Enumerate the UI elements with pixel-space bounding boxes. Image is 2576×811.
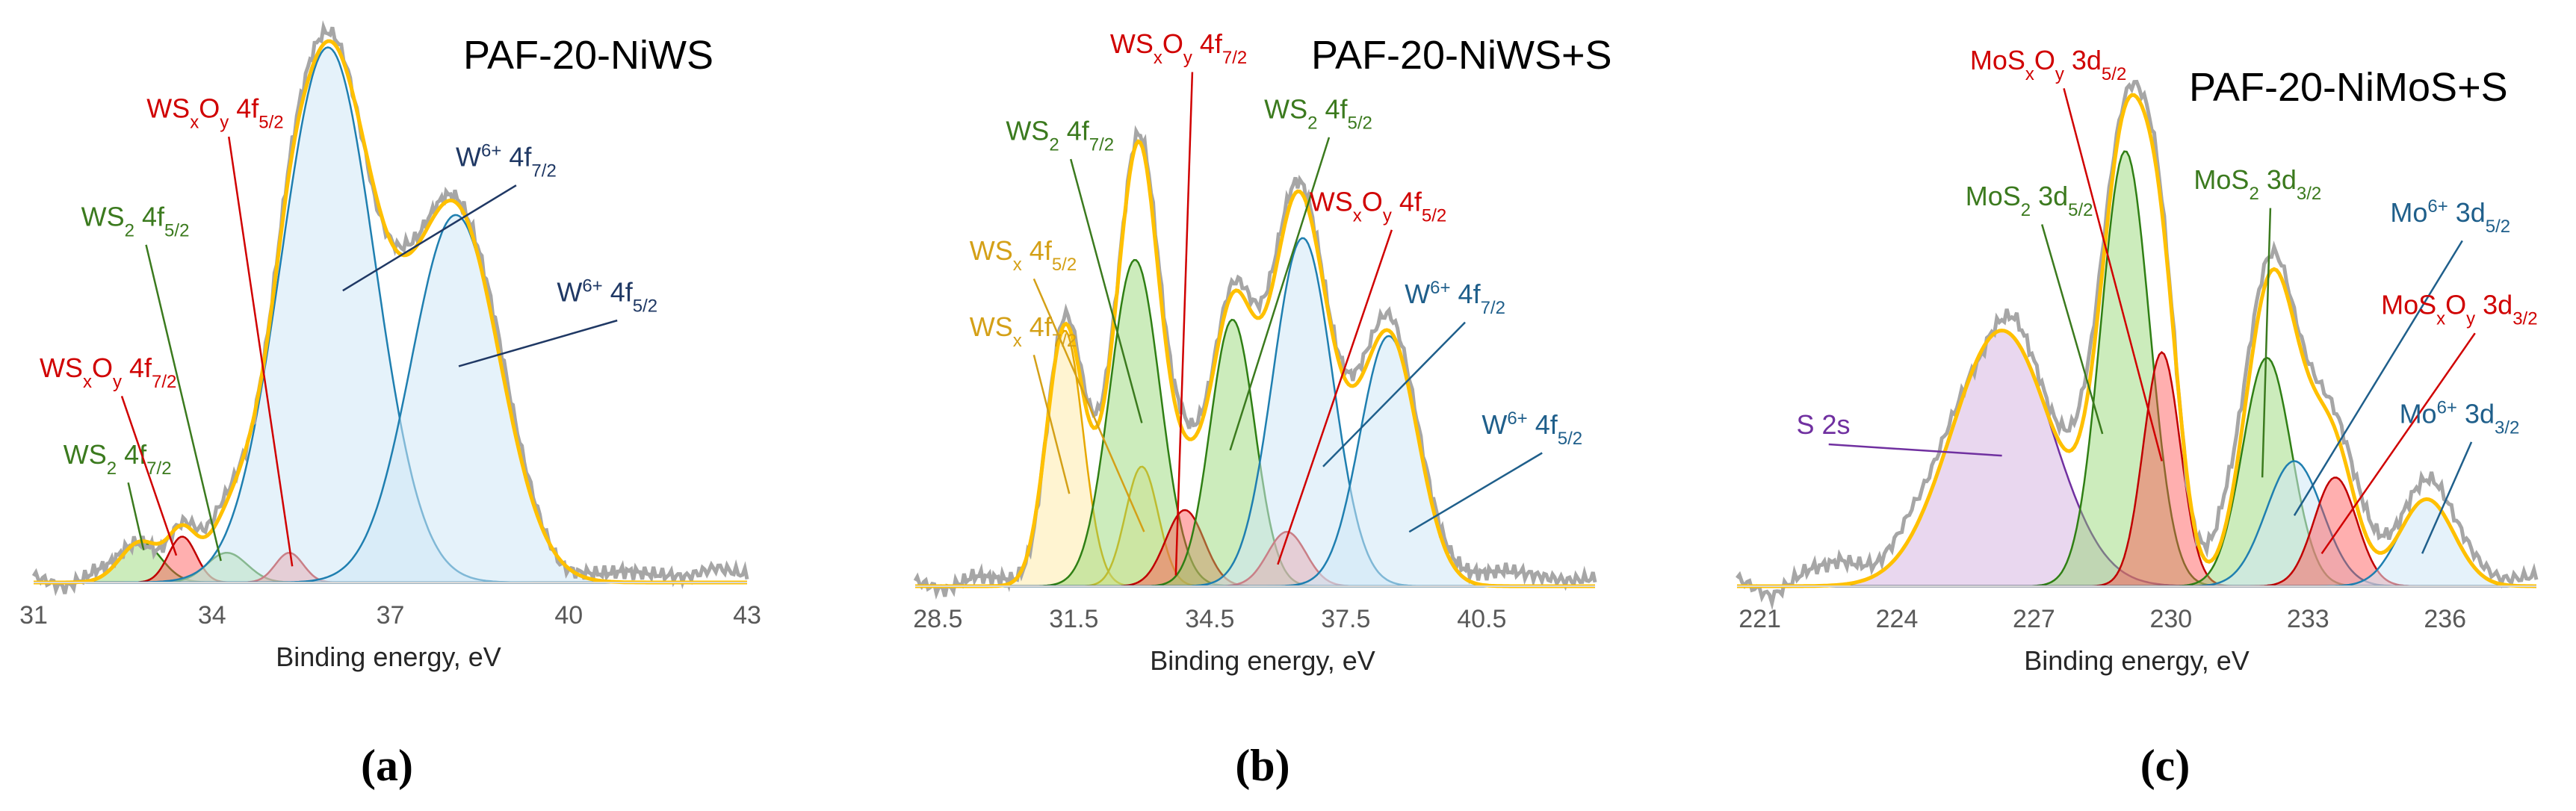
panel-b: 28.5 31.5 34.5 37.5 40.5 Binding energy, eV PA… — [913, 28, 1611, 676]
panel-a: 31 34 37 40 43 Binding energy, eV PAF-20-NiWS W… — [19, 19, 761, 672]
leader-line — [2421, 441, 2473, 554]
x-tick-label: 230 — [2149, 605, 2192, 633]
label-mosxoy-3d3-2: MoSxOy 3d3/2 — [2381, 290, 2537, 329]
x-tick-label: 28.5 — [913, 605, 962, 633]
x-axis-label: Binding energy, eV — [276, 641, 501, 672]
x-tick-label: 221 — [1739, 605, 1781, 633]
label-s-2s: S 2s — [1796, 409, 1850, 440]
label-w6-4f7-2: W6+ 4f7/2 — [456, 140, 557, 181]
label-mos2-3d5-2: MoS2 3d5/2 — [1966, 181, 2093, 220]
leader-line — [2320, 332, 2476, 554]
leader-line — [342, 184, 517, 292]
x-tick-label: 43 — [733, 601, 761, 630]
leader-line — [1828, 443, 2002, 457]
label-wsxoy-4f7-2: WSxOy 4f7/2 — [40, 352, 176, 392]
leader-line — [1229, 137, 1331, 451]
x-tick-label: 227 — [2013, 605, 2055, 633]
leader-line — [1174, 72, 1194, 576]
chart-title: PAF-20-NiWS — [463, 33, 713, 78]
x-tick-label: 34.5 — [1185, 605, 1234, 633]
x-axis-label: Binding energy, eV — [2024, 645, 2250, 676]
x-tick-label: 31.5 — [1049, 605, 1098, 633]
label-mosxoy-3d5-2: MoSxOy 3d5/2 — [1970, 45, 2126, 84]
leader-line — [1322, 321, 1466, 467]
x-tick-label: 224 — [1876, 605, 1919, 633]
label-wsxoy-4f7-2: WSxOy 4f7/2 — [1110, 28, 1247, 68]
x-tick-label: 40 — [554, 601, 583, 630]
leader-line — [120, 396, 178, 556]
chart-title: PAF-20-NiMoS+S — [2189, 65, 2508, 110]
label-mos2-3d3-2: MoS2 3d3/2 — [2193, 164, 2321, 204]
label-w6-4f5-2: W6+ 4f5/2 — [557, 276, 657, 316]
x-tick-label: 236 — [2424, 605, 2466, 633]
x-tick-label: 37 — [377, 601, 405, 630]
leader-line — [228, 136, 294, 567]
label-ws2-4f7-2: WS2 4f7/2 — [1006, 116, 1114, 155]
label-w6-4f7-2: W6+ 4f7/2 — [1405, 278, 1505, 318]
leader-line — [145, 244, 222, 562]
x-tick-label: 31 — [19, 601, 48, 630]
label-mo6-3d3-2: Mo6+ 3d3/2 — [2400, 397, 2520, 438]
caption-a: (a) — [361, 741, 413, 790]
x-tick-label: 37.5 — [1321, 605, 1370, 633]
leader-line — [2041, 224, 2104, 435]
caption-b: (b) — [1235, 741, 1289, 790]
leader-line — [2063, 88, 2163, 462]
experimental-spectrum — [1736, 79, 2539, 611]
label-wsx-4f5-2: WSx 4f5/2 — [970, 235, 1077, 275]
leader-line — [1408, 452, 1543, 533]
x-tick-label: 233 — [2287, 605, 2329, 633]
leader-line — [1032, 278, 1145, 532]
leader-line — [2293, 240, 2463, 516]
leader-line — [1277, 229, 1393, 565]
leader-line — [127, 482, 145, 550]
leader-line — [458, 319, 618, 367]
label-ws2-4f5-2: WS2 4f5/2 — [81, 201, 190, 240]
label-mo6-3d5-2: Mo6+ 3d5/2 — [2390, 196, 2510, 236]
label-wsxoy-4f5-2: WSxOy 4f5/2 — [146, 93, 283, 133]
leader-line — [2261, 208, 2272, 478]
label-ws2-4f5-2: WS2 4f5/2 — [1264, 93, 1372, 133]
label-wsxoy-4f5-2: WSxOy 4f5/2 — [1310, 186, 1446, 226]
caption-c: (c) — [2140, 741, 2190, 790]
label-ws2-4f7-2: WS2 4f7/2 — [64, 439, 172, 479]
fitted-envelope — [1737, 93, 2536, 588]
chart-title: PAF-20-NiWS+S — [1311, 33, 1612, 78]
x-axis-label: Binding energy, eV — [1150, 645, 1375, 676]
x-tick-label: 40.5 — [1457, 605, 1506, 633]
leader-line — [1069, 158, 1143, 423]
fitted-envelope — [915, 139, 1595, 588]
panel-c: 221 224 227 230 233 236 Binding energy, eV PAF-… — [1736, 45, 2539, 676]
leader-line — [1032, 355, 1071, 494]
x-tick-label: 34 — [198, 601, 226, 630]
label-wsx-4f7-2: WSx 4f7/2 — [970, 311, 1077, 351]
label-w6-4f5-2: W6+ 4f5/2 — [1481, 408, 1582, 449]
